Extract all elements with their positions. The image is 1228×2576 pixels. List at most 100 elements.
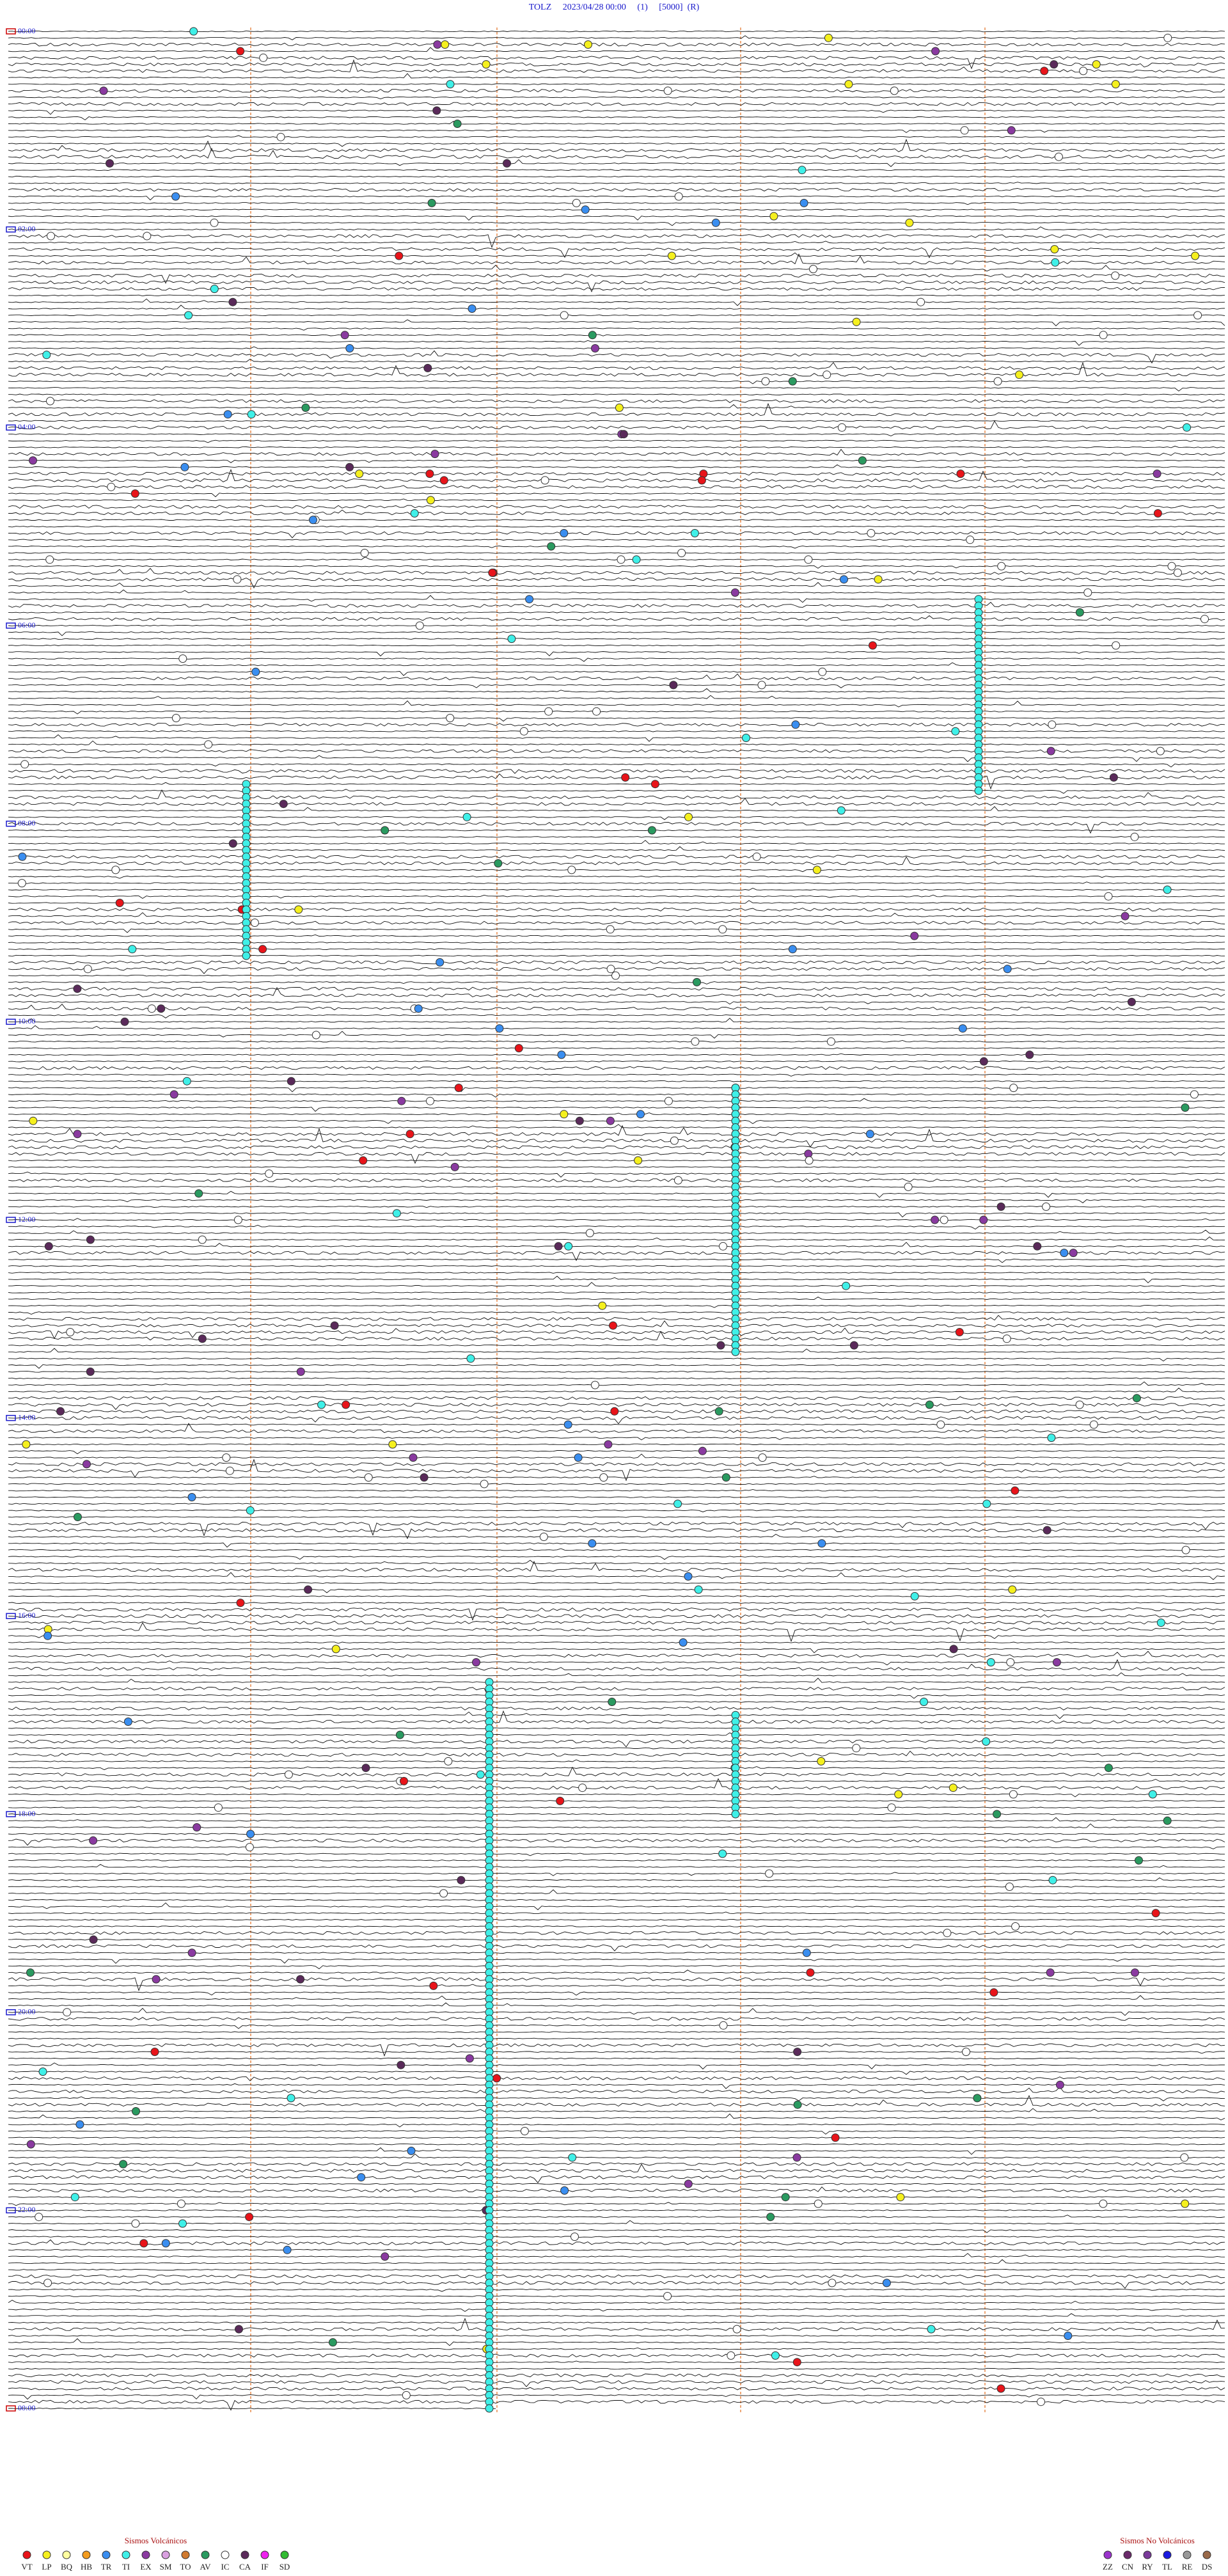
trace — [8, 109, 1225, 115]
trace — [8, 2051, 1225, 2054]
event-marker — [86, 1367, 95, 1376]
event-marker — [495, 1024, 504, 1033]
hour-marker — [6, 2405, 16, 2412]
legend-code: RE — [1182, 2562, 1193, 2572]
event-marker — [301, 403, 310, 412]
event-marker — [730, 588, 739, 597]
trace — [8, 56, 1225, 70]
event-marker — [940, 1215, 949, 1224]
trace — [8, 1331, 1225, 1341]
trace — [8, 1521, 1225, 1537]
trace — [8, 1272, 1225, 1274]
trace — [8, 42, 1225, 47]
trace — [8, 710, 1225, 715]
event-marker — [514, 1044, 523, 1053]
trace — [8, 1315, 1225, 1321]
trace — [8, 505, 1225, 509]
trace — [8, 96, 1225, 100]
event-marker — [225, 1466, 234, 1475]
hour-label: 10:00 — [18, 1016, 35, 1025]
event-marker — [29, 1116, 38, 1125]
trace — [8, 445, 1225, 448]
trace — [8, 1178, 1225, 1182]
trace — [8, 1087, 1225, 1093]
trace — [8, 631, 1225, 636]
trace — [8, 328, 1225, 331]
event-marker — [664, 1096, 673, 1105]
event-marker — [198, 1334, 207, 1343]
event-marker — [395, 1730, 404, 1739]
event-marker — [360, 549, 369, 557]
trace — [8, 1838, 1225, 1846]
trace — [8, 1860, 1225, 1861]
trace — [8, 1119, 1225, 1125]
event-marker — [731, 1810, 740, 1819]
event-marker — [560, 1110, 569, 1119]
event-marker — [606, 1116, 615, 1125]
trace — [8, 120, 1225, 125]
trace — [8, 557, 1225, 561]
event-marker — [920, 1698, 928, 1706]
event-marker — [17, 879, 26, 888]
trace — [8, 1701, 1225, 1703]
trace — [8, 1190, 1225, 1198]
event-marker — [444, 1757, 453, 1766]
hour-marker — [6, 226, 16, 233]
trace — [8, 674, 1225, 681]
event-marker — [258, 945, 267, 954]
hour-marker — [6, 424, 16, 431]
event-marker — [130, 489, 139, 498]
event-marker — [198, 1235, 207, 1244]
event-marker — [1163, 33, 1172, 42]
event-marker — [432, 106, 441, 115]
trace — [8, 247, 1225, 258]
trace — [8, 564, 1225, 569]
trace — [8, 740, 1225, 746]
trace — [8, 346, 1225, 349]
event-marker — [910, 931, 919, 940]
event-marker — [752, 852, 761, 861]
trace — [8, 846, 1225, 851]
trace — [8, 1872, 1225, 1876]
trace — [8, 1443, 1225, 1446]
event-marker — [482, 60, 491, 69]
trace — [8, 1686, 1225, 1697]
event-marker — [588, 331, 597, 340]
trace — [8, 1296, 1225, 1300]
trace — [8, 1251, 1225, 1261]
event-marker — [581, 205, 590, 214]
event-marker — [423, 363, 432, 372]
hour-marker — [6, 1018, 16, 1025]
trace — [8, 1727, 1225, 1730]
trace — [8, 1779, 1225, 1782]
event-marker — [107, 482, 116, 491]
trace — [8, 1620, 1225, 1625]
event-marker — [936, 1420, 945, 1429]
event-marker — [792, 2358, 801, 2367]
hour-label: 20:00 — [18, 2007, 35, 2016]
event-marker — [1075, 608, 1084, 617]
event-marker — [793, 2100, 802, 2109]
event-marker — [598, 1301, 607, 1310]
event-marker — [439, 1889, 448, 1898]
trace — [8, 1080, 1225, 1082]
trace — [8, 2147, 1225, 2155]
event-marker — [982, 1499, 991, 1508]
trace — [8, 2025, 1225, 2029]
trace — [8, 2202, 1225, 2206]
event-marker — [951, 727, 960, 736]
event-marker — [788, 377, 797, 386]
event-marker — [236, 47, 245, 56]
trace — [8, 1516, 1225, 1518]
trace — [8, 498, 1225, 502]
event-marker — [867, 529, 876, 537]
legend-swatch — [181, 2550, 190, 2559]
trace — [8, 1938, 1225, 1941]
event-marker — [1181, 2199, 1190, 2208]
trace — [8, 1265, 1225, 1267]
event-marker — [1135, 1856, 1143, 1865]
event-marker — [956, 470, 965, 478]
event-marker — [520, 2127, 529, 2135]
event-marker — [454, 1084, 463, 1093]
legend-code: IF — [261, 2562, 269, 2572]
